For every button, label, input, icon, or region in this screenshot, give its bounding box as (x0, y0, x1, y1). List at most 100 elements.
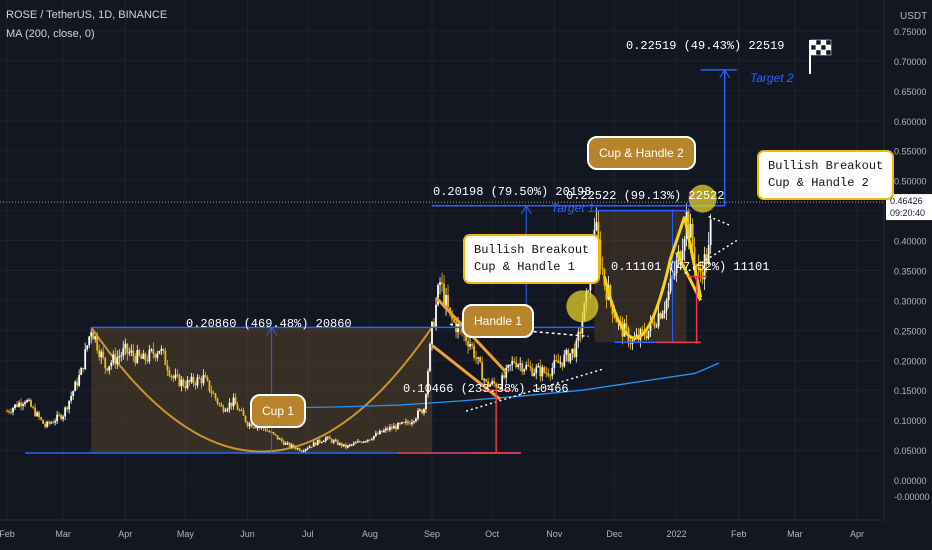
candle-body (170, 375, 173, 377)
candle-body (102, 351, 105, 358)
candle-body (254, 427, 257, 429)
candle-body (28, 400, 30, 402)
candle-body (475, 357, 478, 359)
candle-body (485, 379, 488, 382)
candle-body (252, 427, 255, 429)
candle-body (172, 375, 175, 379)
candle-body (10, 411, 12, 413)
candle-body (515, 362, 518, 368)
candle-body (92, 332, 95, 340)
candle-body (473, 345, 475, 358)
candle-body (521, 363, 524, 372)
candle-body (645, 335, 648, 339)
finish-flag-icon-cell (820, 44, 827, 51)
candle-body (374, 433, 377, 437)
candle-body (595, 222, 598, 230)
candle-body (346, 445, 349, 448)
candle-body (290, 444, 293, 447)
time-tick-label: Sep (424, 529, 440, 539)
candle-body (336, 440, 339, 445)
time-tick-label: Nov (546, 529, 563, 539)
candle-body (491, 381, 494, 385)
candle-body (314, 442, 317, 446)
candle-body (182, 379, 185, 386)
candle-body (493, 381, 496, 384)
handle2-resistance (708, 215, 731, 227)
candle-body (615, 317, 618, 323)
cup2-curve (602, 216, 687, 340)
candle-body (352, 443, 355, 445)
candle-body (320, 441, 323, 443)
candle-body (296, 448, 299, 450)
candle-body (445, 294, 447, 306)
indicator-legend[interactable]: MA (200, close, 0) (6, 28, 95, 40)
candle-body (338, 443, 341, 445)
candle-body (519, 363, 522, 365)
candle-body (286, 442, 289, 444)
candle-body (322, 441, 325, 443)
finish-flag-icon-cell (810, 44, 817, 51)
candle-body (669, 278, 672, 292)
price-tick-label: 0.10000 (894, 416, 927, 426)
moving-average-line (255, 362, 719, 409)
price-tick-label: 0.00000 (894, 476, 927, 486)
breakout1-callout: Bullish Breakout Cup & Handle 1 (463, 234, 601, 284)
candle-body (148, 349, 151, 362)
candle-body (587, 290, 590, 292)
candle-body (100, 351, 103, 358)
candle-body (431, 321, 433, 344)
candle-body (487, 381, 490, 387)
candle-body (34, 407, 36, 417)
candle-body (118, 356, 121, 358)
candle-body (535, 367, 538, 374)
finish-flag-icon-cell (825, 49, 832, 56)
candle-body (30, 400, 32, 407)
candle-body (613, 314, 616, 318)
time-tick-label: Dec (606, 529, 623, 539)
candle-body (571, 348, 574, 354)
candle-body (198, 377, 201, 379)
candle-body (72, 391, 75, 396)
candle-body (376, 433, 379, 435)
price-tick-label: 0.70000 (894, 57, 927, 67)
price-currency-label: USDT (900, 11, 927, 22)
candle-body (393, 426, 395, 429)
candle-body (188, 380, 191, 382)
candle-body (278, 438, 281, 440)
candle-body (60, 414, 63, 420)
candle-body (334, 440, 337, 442)
candle-body (429, 343, 431, 372)
candle-body (200, 378, 203, 384)
candle-body (186, 380, 189, 389)
candle-body (629, 343, 632, 345)
candle-body (411, 422, 413, 425)
candle-body (218, 403, 221, 405)
handle1-measure-label: 0.10466 (233.38%) 10466 (403, 382, 569, 396)
candle-body (597, 222, 600, 240)
finish-flag-icon-cell (825, 44, 832, 51)
candle-body (653, 322, 656, 327)
candle-body (44, 423, 46, 427)
candle-body (384, 428, 387, 431)
candle-body (194, 383, 197, 386)
candle-body (248, 423, 251, 427)
candle-body (212, 393, 215, 395)
candle-body (563, 354, 566, 367)
cup-handle2-bubble: Cup & Handle 2 (587, 136, 696, 170)
candle-body (52, 422, 55, 424)
candle-body (234, 397, 237, 405)
candle-body (178, 374, 181, 387)
candle-body (419, 409, 421, 411)
finish-flag-icon-cell (815, 49, 822, 56)
cup-patterns (90, 210, 687, 454)
symbol-title: ROSE / TetherUS, 1D, BINANCE (6, 9, 168, 21)
candle-body (667, 291, 670, 301)
candle-body (298, 448, 301, 451)
candle-body (36, 412, 38, 417)
candle-body (425, 394, 427, 410)
candle-body (226, 408, 229, 411)
candle-body (527, 364, 530, 367)
candle-body (214, 393, 217, 399)
